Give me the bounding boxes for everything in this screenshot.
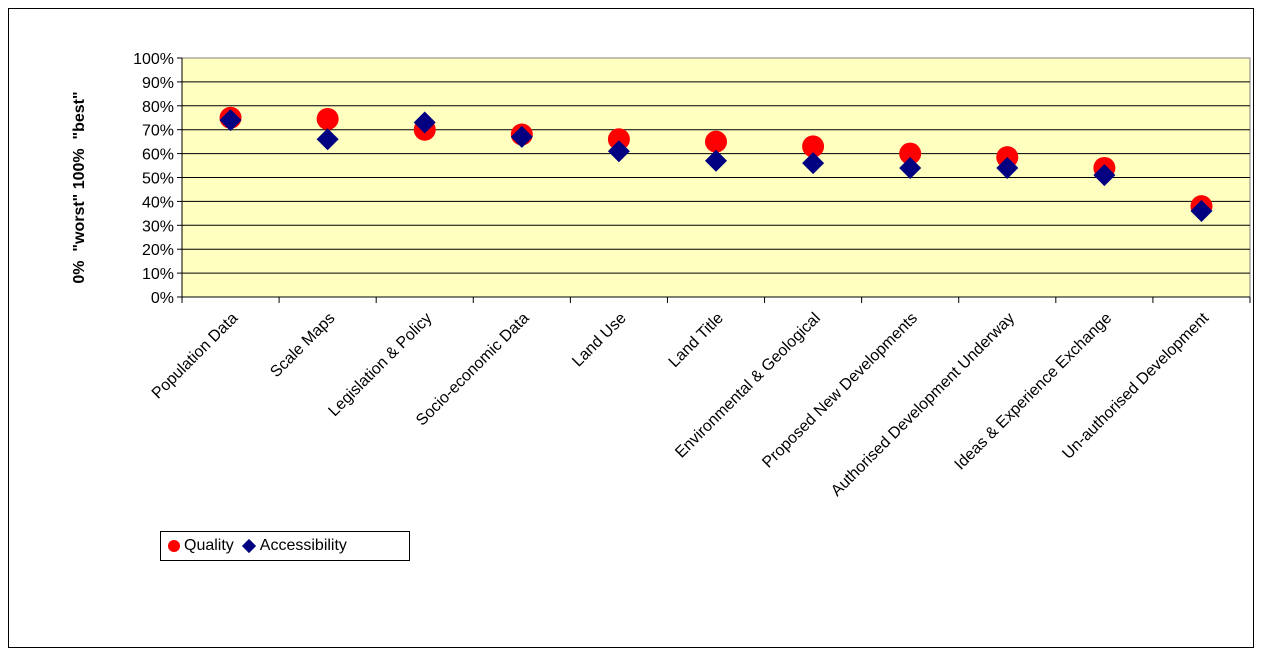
y-axis-label: 0% "worst" 100% "best": [71, 91, 88, 283]
accessibility-point: [996, 156, 1019, 179]
accessibility-point: [607, 140, 630, 163]
accessibility-point: [1093, 164, 1116, 187]
y-tick-label: 10%: [142, 266, 174, 283]
accessibility-point: [899, 156, 922, 179]
x-tick-label: Scale Maps: [267, 310, 338, 381]
legend: Quality Accessibility: [160, 531, 410, 561]
accessibility-point: [802, 152, 825, 175]
x-tick-label: Land Use: [569, 310, 630, 371]
legend-diamond-icon: [241, 538, 256, 554]
data-marks: [219, 106, 1213, 222]
legend-item-quality: Quality: [168, 537, 234, 555]
y-tick-label: 90%: [142, 75, 174, 92]
quality-point: [802, 135, 825, 158]
quality-point: [607, 128, 630, 151]
chart: 0% 10% 20% 30% 40% 50% 60% 70% 80% 90% 100% Popula…: [71, 51, 1251, 500]
y-tick-label: 20%: [142, 242, 174, 259]
y-tick-label: 30%: [142, 218, 174, 235]
accessibility-point: [413, 111, 436, 134]
y-tick-label: 40%: [142, 194, 174, 211]
quality-point: [705, 130, 727, 153]
legend-label-quality: Quality: [184, 537, 234, 554]
x-tick-label: Population Data: [149, 310, 242, 403]
quality-point: [899, 142, 922, 165]
accessibility-point: [316, 128, 339, 151]
accessibility-point: [219, 109, 242, 132]
x-tick-label: Land Title: [666, 310, 727, 371]
x-tick-label: Socio-economic Data: [413, 310, 533, 430]
legend-item-accessibility: Accessibility: [240, 537, 347, 555]
y-tick-label: 50%: [142, 171, 174, 188]
x-tick-label: Proposed New Developments: [759, 310, 921, 472]
y-tick-label: 70%: [142, 123, 174, 140]
x-tick-label: Ideas & Experience Exchange: [952, 310, 1116, 474]
y-tick-label: 0%: [151, 290, 174, 307]
y-tick-label: 60%: [142, 147, 174, 164]
chart-frame: 0% 10% 20% 30% 40% 50% 60% 70% 80% 90% 100% Popula…: [8, 8, 1254, 648]
x-tick-label: Authorised Development Underway: [828, 310, 1018, 500]
legend-circle-icon: [168, 540, 180, 552]
quality-point: [316, 107, 339, 130]
y-tick-label: 100%: [133, 51, 174, 68]
legend-label-accessibility: Accessibility: [259, 537, 347, 554]
x-tick-label: Legislation & Policy: [325, 310, 435, 420]
y-tick-label: 80%: [142, 99, 174, 116]
accessibility-point: [705, 149, 727, 172]
accessibility-point: [1190, 199, 1213, 222]
y-axis-ticks: 0% 10% 20% 30% 40% 50% 60% 70% 80% 90% 100%: [133, 51, 183, 307]
plot-area: [181, 57, 1251, 298]
